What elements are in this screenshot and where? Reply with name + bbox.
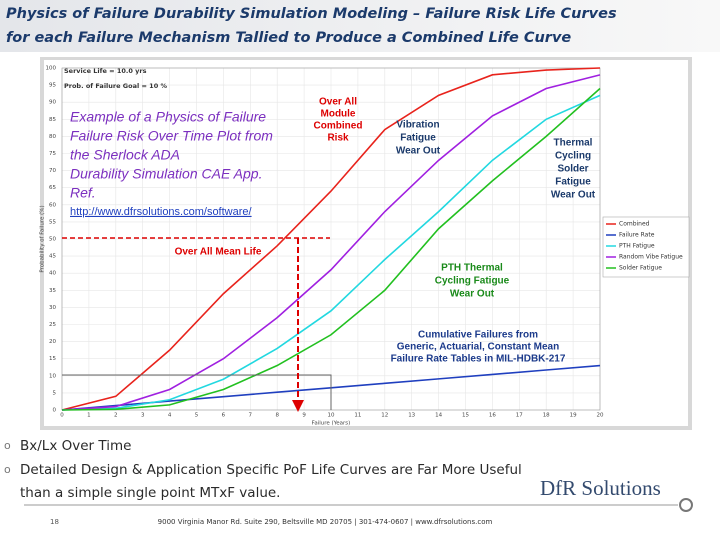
annotation: Thermal (554, 138, 593, 149)
x-tick-label: 8 (275, 413, 279, 419)
x-tick-label: 14 (435, 413, 442, 419)
y-tick-label: 35 (49, 288, 56, 294)
y-tick-label: 75 (49, 151, 56, 157)
x-tick-label: 9 (302, 413, 306, 419)
annotation: Solder (557, 164, 588, 175)
logo-dot (679, 498, 693, 512)
annotations: Example of a Physics of Failure Failure R… (62, 97, 596, 412)
series-line (61, 87, 601, 411)
annotation: Wear Out (450, 289, 495, 300)
annotation: Risk (327, 133, 349, 144)
annotation: Combined (314, 121, 363, 132)
y-tick-label: 70 (49, 168, 56, 174)
y-tick-label: 95 (49, 83, 56, 89)
annotation-url: http://www.dfrsolutions.com/software/ (70, 206, 253, 218)
y-tick-label: 30 (49, 305, 56, 311)
y-tick-label: 80 (49, 134, 56, 140)
y-tick-label: 20 (49, 339, 56, 345)
x-tick-label: 18 (543, 413, 550, 419)
annotation: Fatigue (400, 133, 436, 144)
page-number: 18 (50, 518, 59, 526)
chart: 0510152025303540455055606570758085909510… (40, 66, 690, 427)
y-tick-label: 50 (49, 237, 56, 243)
x-tick-label: 16 (489, 413, 496, 419)
x-tick-label: 2 (114, 413, 118, 419)
bullet-marker: o (4, 439, 11, 452)
arrowhead (292, 400, 304, 412)
annotation: Over All Mean Life (175, 247, 262, 258)
annotation: PTH Thermal (441, 263, 503, 274)
goal-box (62, 374, 332, 410)
y-tick-label: 55 (49, 219, 56, 225)
annotation: Ref. (70, 185, 96, 201)
settings-text: Service Life = 10.0 yrs (64, 67, 147, 75)
title-line: Physics of Failure Durability Simulation… (6, 6, 617, 22)
y-tick-label: 40 (49, 271, 56, 277)
x-tick-label: 11 (354, 413, 361, 419)
legend-label: Failure Rate (619, 232, 655, 239)
series-line (61, 94, 601, 411)
y-axis-label: Probability of Failure (%) (40, 205, 46, 272)
annotation: Failure Rate Tables in MIL-HDBK-217 (391, 354, 566, 365)
annotation: Cycling Fatigue (435, 276, 510, 287)
x-tick-label: 6 (222, 413, 226, 419)
legend-label: Solder Fatigue (619, 265, 662, 272)
y-tick-label: 60 (49, 202, 56, 208)
title-line: for each Failure Mechanism Tallied to Pr… (6, 30, 571, 46)
annotation: Cumulative Failures from (418, 330, 538, 341)
annotation: Durability Simulation CAE App. (70, 166, 262, 182)
bullet: Bx/Lx Over Time (20, 438, 131, 454)
y-tick-label: 25 (49, 322, 56, 328)
y-tick-label: 90 (49, 100, 56, 106)
x-tick-label: 15 (462, 413, 469, 419)
y-tick-label: 100 (46, 66, 57, 72)
y-tick-label: 45 (49, 254, 56, 260)
logo: DfR Solutions (540, 476, 661, 500)
legend-box (602, 216, 690, 278)
settings-text: Prob. of Failure Goal = 10 % (64, 82, 167, 90)
y-tick-label: 0 (53, 408, 57, 414)
bullet-marker: o (4, 463, 11, 476)
bullet: Detailed Design & Application Specific P… (20, 462, 522, 478)
x-tick-label: 20 (597, 413, 604, 419)
x-tick-label: 0 (60, 413, 64, 419)
x-tick-label: 13 (408, 413, 415, 419)
annotation: Example of a Physics of Failure (70, 109, 266, 125)
annotation: Fatigue (555, 177, 591, 188)
annotation: Vibration (396, 120, 439, 131)
y-tick-label: 85 (49, 117, 56, 123)
series-line (61, 74, 601, 411)
x-tick-label: 19 (570, 413, 577, 419)
y-tick-label: 65 (49, 185, 56, 191)
x-axis-label: Failure (Years) (312, 421, 351, 427)
annotation: Wear Out (396, 146, 441, 157)
footer-address: 9000 Virginia Manor Rd. Suite 290, Belts… (158, 518, 493, 526)
annotation: Module (321, 109, 356, 120)
annotation: Wear Out (551, 190, 596, 201)
x-tick-label: 7 (249, 413, 253, 419)
annotation: Generic, Actuarial, Constant Mean (397, 342, 559, 353)
series-line (61, 67, 601, 411)
x-tick-label: 10 (328, 413, 335, 419)
y-tick-label: 15 (49, 356, 56, 362)
x-tick-label: 3 (141, 413, 145, 419)
x-tick-label: 4 (168, 413, 172, 419)
legend-label: Combined (619, 221, 650, 228)
annotation: Cycling (555, 151, 591, 162)
y-tick-label: 5 (53, 390, 57, 396)
bullet: than a simple single point MTxF value. (20, 485, 280, 501)
annotation: Failure Risk Over Time Plot from (70, 128, 273, 144)
x-tick-label: 1 (87, 413, 91, 419)
y-tick-label: 10 (49, 373, 56, 379)
x-tick-label: 5 (195, 413, 199, 419)
legend-label: PTH Fatigue (619, 243, 655, 250)
annotation: Over All (319, 97, 357, 108)
annotation: the Sherlock ADA (70, 147, 180, 163)
legend-label: Random Vibe Fatigue (619, 254, 683, 261)
x-tick-label: 17 (516, 413, 523, 419)
title-bar (0, 0, 720, 52)
x-tick-label: 12 (381, 413, 388, 419)
